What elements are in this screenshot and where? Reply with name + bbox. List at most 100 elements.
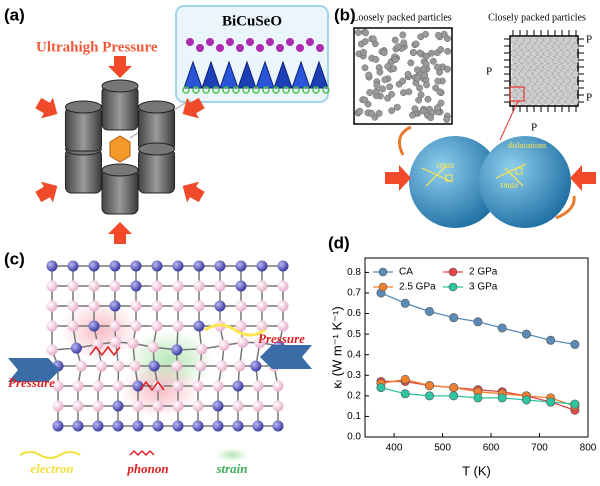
atom: [46, 260, 58, 272]
particle: [409, 111, 416, 119]
atom: [192, 400, 204, 412]
atom: [196, 343, 208, 355]
atom: [234, 360, 246, 372]
particle: [434, 104, 441, 112]
atom: [252, 380, 264, 392]
data-point: [449, 383, 459, 393]
legend-label: 2 GPa: [469, 267, 498, 278]
atom: [237, 336, 249, 348]
particle: [512, 56, 520, 65]
particle: [543, 77, 551, 85]
data-point: [497, 323, 507, 333]
anvil: [138, 148, 176, 194]
particle: [421, 71, 429, 79]
particle: [427, 114, 435, 122]
pressure-arrow: [8, 358, 60, 382]
particle: [437, 46, 445, 53]
atom: [206, 38, 214, 46]
particle: [444, 35, 451, 43]
atom: [132, 380, 144, 392]
particle: [571, 97, 580, 105]
atom: [193, 300, 205, 312]
atom: [130, 320, 142, 332]
particle: [510, 36, 518, 44]
particle: [532, 97, 540, 105]
atom: [112, 420, 124, 432]
x-tick-label: 400: [386, 443, 403, 454]
y-tick-label: 0.0: [347, 432, 361, 443]
panel-a: (a) Ultrahigh Pressure BiCuSeO: [4, 5, 330, 244]
atom: [130, 280, 142, 292]
panel-c: (c) Pressure Pressure electron phonon st…: [4, 249, 312, 476]
particle: [536, 63, 545, 71]
particle: [565, 43, 573, 51]
particle: [565, 56, 573, 65]
particle: [422, 30, 429, 38]
particle: [523, 77, 531, 85]
legend-label: electron: [30, 461, 73, 476]
particle: [391, 36, 399, 44]
atom: [192, 380, 204, 392]
atom: [88, 280, 100, 292]
particle: [558, 70, 566, 78]
particle: [394, 43, 402, 51]
particle: [549, 49, 558, 58]
particle: [518, 56, 527, 65]
particle: [523, 49, 531, 58]
particle: [361, 38, 369, 45]
particle: [545, 70, 553, 78]
particle: [386, 83, 394, 91]
legend-marker: [378, 267, 388, 277]
atom: [151, 260, 163, 272]
atom: [46, 300, 58, 312]
sample-cube: [109, 135, 131, 163]
atom: [172, 420, 184, 432]
atom: [67, 300, 79, 312]
particle: [563, 49, 571, 58]
atom: [88, 300, 100, 312]
atom: [172, 280, 184, 292]
phonon-path: [89, 345, 165, 392]
particle: [390, 65, 398, 73]
atom: [296, 44, 304, 52]
dislocation-lines: [421, 163, 527, 187]
anvil: [64, 106, 102, 152]
tau-label: τmax: [436, 160, 454, 170]
atom: [252, 400, 264, 412]
particle: [549, 90, 558, 99]
particle: [543, 49, 551, 58]
atom: [112, 380, 124, 392]
atom: [52, 400, 64, 412]
particle: [433, 63, 441, 71]
y-tick-label: 0.5: [347, 329, 361, 340]
atom: [151, 280, 163, 292]
atom: [109, 260, 121, 272]
particle: [525, 97, 533, 105]
particle: [571, 70, 580, 78]
anvil-top: [101, 79, 139, 93]
atom: [109, 320, 121, 332]
atom: [129, 360, 141, 372]
atom: [256, 44, 264, 52]
atom: [256, 320, 268, 332]
particle: [415, 96, 423, 104]
atom: [112, 400, 124, 412]
particle: [399, 31, 407, 39]
particle: [372, 56, 380, 63]
anvil-top: [138, 100, 176, 114]
particle: [516, 63, 525, 71]
atom: [193, 260, 205, 272]
particle: [393, 103, 401, 111]
particle: [525, 43, 533, 51]
atom: [92, 400, 104, 412]
particle: [530, 90, 538, 99]
particle: [407, 59, 415, 67]
atom: [92, 338, 104, 350]
particle: [545, 97, 553, 105]
y-tick-label: 0.6: [347, 308, 361, 319]
y-axis-label: κₗ (W m⁻¹ K⁻¹): [329, 306, 344, 388]
particle: [372, 87, 380, 95]
x-tick-label: 700: [531, 443, 548, 454]
panel-d: (d) 0.0 0.1 0.2 0.3 0.4 0.5 0.6 0.7 0.8 400 500 600…: [328, 233, 597, 478]
y-tick-label: 0.1: [347, 411, 361, 422]
